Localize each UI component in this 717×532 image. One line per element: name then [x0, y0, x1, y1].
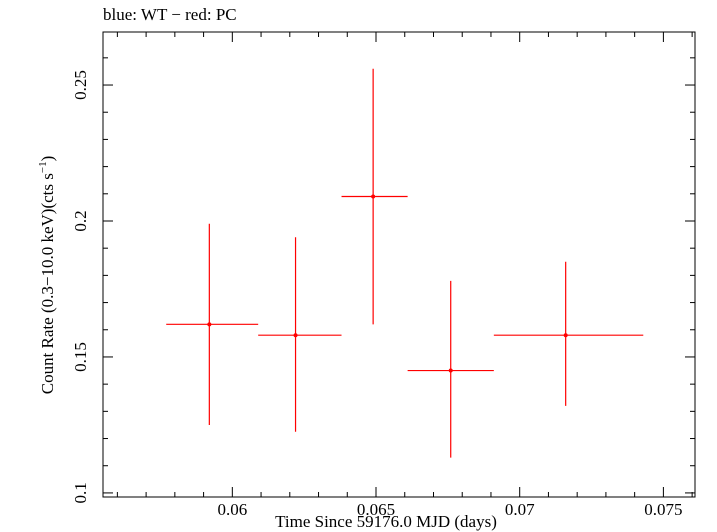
- data-point-marker: [563, 333, 568, 338]
- data-point-marker: [207, 322, 212, 327]
- data-point: [407, 280, 494, 458]
- y-tick-label: 0.15: [71, 342, 90, 372]
- x-tick-label: 0.075: [644, 500, 682, 519]
- x-tick-label: 0.07: [505, 500, 535, 519]
- y-tick-label: 0.1: [71, 482, 90, 503]
- data-series-pc: [166, 68, 644, 458]
- y-axis-label-tail: ): [38, 156, 57, 162]
- x-axis-label: Time Since 59176.0 MJD (days): [275, 512, 497, 531]
- x-tick-label: 0.065: [357, 500, 395, 519]
- y-axis-label-main: Count Rate (0.3−10.0 keV)(cts s: [38, 173, 57, 394]
- plot-border: [102, 31, 696, 498]
- data-point-marker: [448, 368, 453, 373]
- data-point: [493, 261, 644, 406]
- data-point-marker: [371, 194, 376, 199]
- y-axis-ticks: 0.1 0.15 0.2 0.25: [71, 57, 695, 504]
- data-point: [341, 68, 408, 325]
- data-point: [258, 237, 342, 432]
- chart-title: blue: WT − red: PC: [103, 5, 237, 24]
- data-point-marker: [293, 333, 298, 338]
- y-axis-label: Count Rate (0.3−10.0 keV)(cts s−1): [37, 156, 57, 395]
- y-tick-label: 0.2: [71, 210, 90, 231]
- data-point: [166, 223, 259, 425]
- x-tick-label: 0.06: [217, 500, 247, 519]
- y-tick-label: 0.25: [71, 70, 90, 100]
- y-axis-label-exponent: −1: [37, 161, 49, 173]
- plot-frame: [102, 31, 696, 498]
- x-axis-ticks: 0.06 0.065 0.07 0.075: [116, 32, 693, 519]
